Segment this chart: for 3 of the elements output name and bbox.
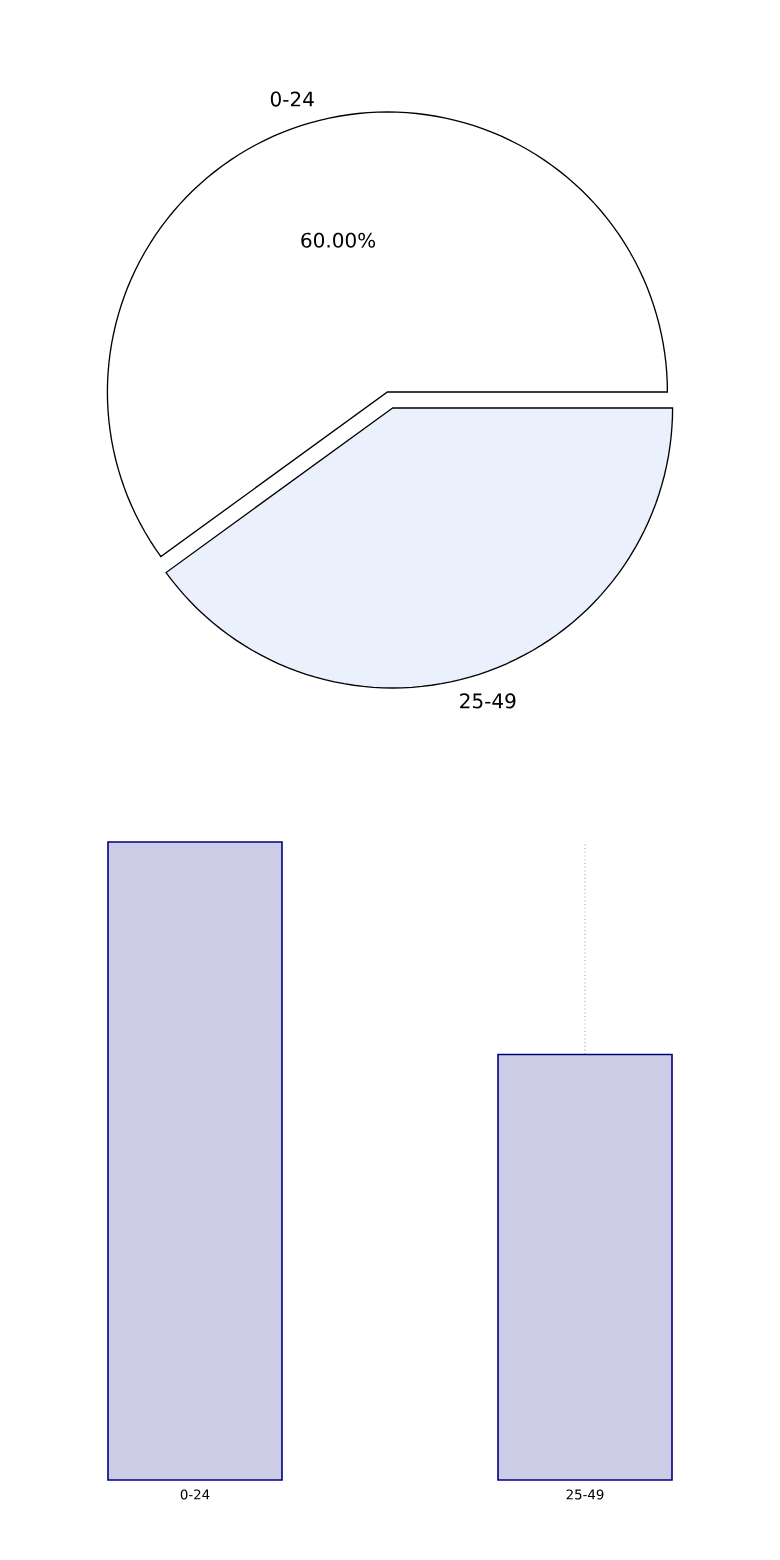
slice-label: 25-49 bbox=[460, 693, 516, 709]
data-label: 60.00% bbox=[301, 232, 376, 248]
slice-label: 0-24 bbox=[270, 91, 314, 107]
